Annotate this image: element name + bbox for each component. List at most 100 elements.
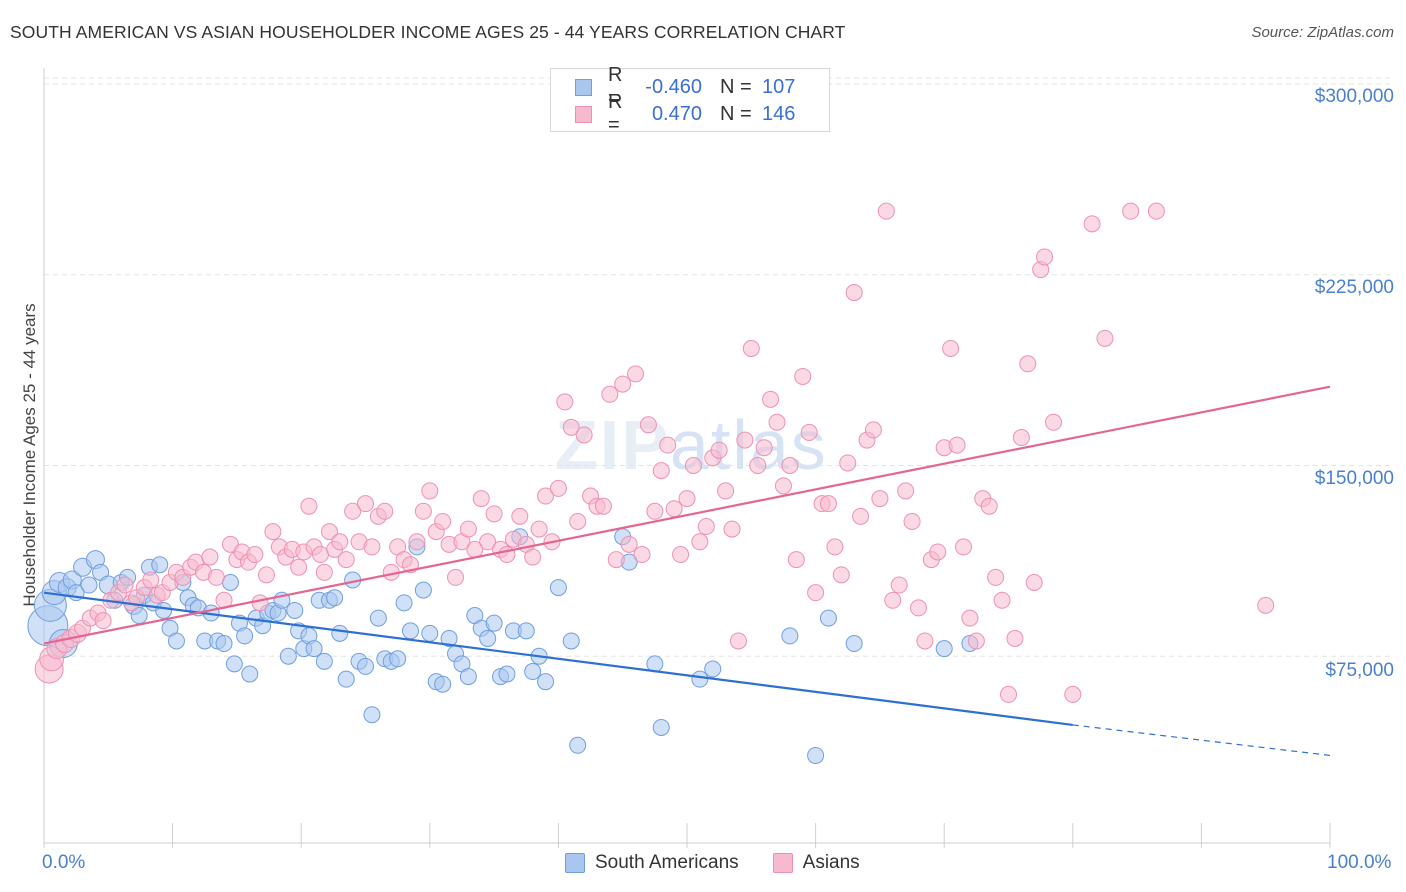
correlation-legend: R = -0.460 N = 107 R = 0.470 N = 146 [550,64,830,136]
asian-point-114 [762,390,780,408]
south-american-point-88 [562,632,580,650]
asian-point-91 [614,375,632,393]
asian-point-52 [363,538,381,556]
asian-point-77 [524,548,542,566]
asian-point-162 [1122,202,1140,220]
asian-point-153 [1012,429,1030,447]
south-american-point-44 [279,647,297,665]
south-american-point-86 [537,673,555,691]
asian-point-60 [414,502,432,520]
legend-item-south-americans[interactable]: South Americans [565,852,739,874]
south-american-point-37 [241,665,259,683]
south-american-point-99 [845,635,863,653]
south-american-point-97 [807,746,825,764]
asian-point-26 [207,568,225,586]
south-american-point-87 [549,579,567,597]
asian-point-88 [594,497,612,515]
south-american-point-21 [151,556,169,574]
south-american-point-51 [315,652,333,670]
south-american-point-77 [479,629,497,647]
asian-point-78 [530,520,548,538]
asian-point-128 [852,507,870,525]
asian-point-79 [537,487,555,505]
asian-point-94 [633,546,651,564]
asian-point-97 [652,462,670,480]
legend-label-asians: Asians [802,852,860,873]
south-american-point-60 [369,609,387,627]
y-tick-225000: $225,000 [1314,277,1394,298]
asian-point-138 [916,632,934,650]
south-american-point-80 [498,665,516,683]
asian-point-118 [787,551,805,569]
asian-point-93 [627,365,645,383]
south-american-point-9 [80,576,98,594]
asian-point-124 [826,538,844,556]
south-american-point-83 [517,622,535,640]
asian-point-131 [871,490,889,508]
asian-point-33 [251,594,269,612]
asian-point-44 [315,563,333,581]
south-american-point-84 [524,663,542,681]
legend-row-asians: R = 0.470 N = 146 [575,91,813,136]
asian-point-75 [511,507,529,525]
asians-legend-swatch [772,853,793,873]
asian-point-135 [897,482,915,500]
r-value: -0.460 [645,75,702,98]
asian-point-90 [607,551,625,569]
asian-point-108 [723,520,741,538]
n-value: 146 [762,102,796,125]
asian-point-121 [807,584,825,602]
south-american-point-70 [434,675,452,693]
south-american-point-71 [440,629,458,647]
asian-point-145 [961,609,979,627]
asian-point-47 [331,533,349,551]
asian-point-107 [717,482,735,500]
asian-point-137 [909,599,927,617]
south-american-point-93 [652,718,670,736]
asian-point-113 [755,439,773,457]
south-american-point-94 [691,670,709,688]
asian-point-43 [311,546,329,564]
south-american-point-34 [225,655,243,673]
asian-point-146 [967,632,985,650]
asian-point-81 [549,479,567,497]
asian-point-149 [987,568,1005,586]
n-label: N = [720,75,752,98]
asian-point-148 [980,497,998,515]
asian-point-45 [320,523,338,541]
south-american-point-54 [331,624,349,642]
asian-point-159 [1064,685,1082,703]
r-label: R = [608,91,623,136]
south-american-point-74 [459,668,477,686]
asian-point-71 [485,505,503,523]
asian-point-158 [1045,413,1063,431]
south-american-point-100 [935,640,953,658]
asian-point-95 [639,416,657,434]
asian-point-117 [781,457,799,474]
south-american-point-95 [704,660,722,678]
asian-point-123 [819,495,837,513]
asian-point-125 [832,566,850,584]
legend-item-asians[interactable]: Asians [772,852,860,874]
asian-point-152 [1006,629,1024,647]
south-american-point-58 [357,657,374,675]
south-americans-swatch [575,78,592,96]
asian-point-89 [601,385,619,403]
south-american-point-22 [155,601,173,619]
asian-point-83 [562,418,580,436]
asian-point-104 [697,518,715,536]
south-american-point-98 [819,609,837,627]
asian-point-140 [929,543,947,561]
asian-point-127 [845,284,863,302]
asian-point-132 [877,202,895,220]
asian-point-110 [736,431,754,449]
asian-point-99 [665,500,683,518]
asian-point-109 [729,632,747,650]
south-american-point-96 [781,627,799,645]
asians-swatch [575,105,592,123]
south-americans-trendline-extension [1072,724,1331,757]
asian-point-130 [864,421,882,439]
y-tick-150000: $150,000 [1314,468,1394,489]
asian-point-63 [434,512,452,530]
